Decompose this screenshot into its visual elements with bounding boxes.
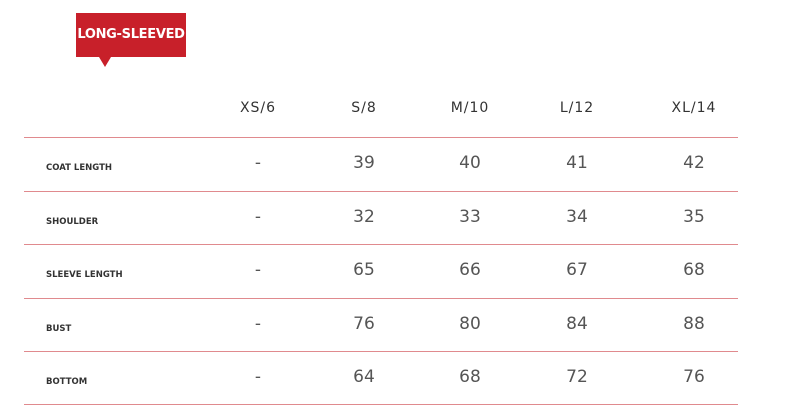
row-divider (24, 351, 738, 352)
column-header: L/12 (559, 100, 595, 116)
row-label: BUST (46, 324, 72, 334)
size-value: - (254, 260, 262, 280)
size-value: 66 (459, 260, 481, 280)
row-divider (24, 191, 738, 192)
column-header: M/10 (450, 100, 490, 116)
size-value: 72 (566, 367, 588, 387)
row-divider (24, 244, 738, 245)
column-header: XS/6 (239, 100, 277, 116)
size-value: - (254, 153, 262, 173)
size-value: 76 (353, 314, 375, 334)
size-value: 41 (566, 153, 588, 173)
size-value: 68 (459, 367, 481, 387)
size-value: 32 (353, 207, 375, 227)
size-value: 84 (566, 314, 588, 334)
size-value: - (254, 367, 262, 387)
size-value: 68 (683, 260, 705, 280)
size-value: - (254, 207, 262, 227)
row-label: BOTTOM (46, 377, 88, 387)
size-value: 80 (459, 314, 481, 334)
row-divider (24, 404, 738, 405)
category-badge: LONG-SLEEVED (76, 13, 186, 67)
size-value: - (254, 314, 262, 334)
row-label: COAT LENGTH (46, 163, 112, 173)
column-header: S/8 (351, 100, 377, 116)
size-value: 65 (353, 260, 375, 280)
size-value: 64 (353, 367, 375, 387)
row-divider (24, 298, 738, 299)
size-value: 35 (683, 207, 705, 227)
size-value: 88 (683, 314, 705, 334)
row-label: SLEEVE LENGTH (46, 270, 123, 280)
row-label: SHOULDER (46, 217, 99, 227)
size-value: 76 (683, 367, 705, 387)
size-value: 33 (459, 207, 481, 227)
row-divider (24, 137, 738, 138)
size-value: 34 (566, 207, 588, 227)
size-value: 42 (683, 153, 705, 173)
column-header: XL/14 (671, 100, 717, 116)
size-value: 40 (459, 153, 481, 173)
size-value: 39 (353, 153, 375, 173)
size-value: 67 (566, 260, 588, 280)
